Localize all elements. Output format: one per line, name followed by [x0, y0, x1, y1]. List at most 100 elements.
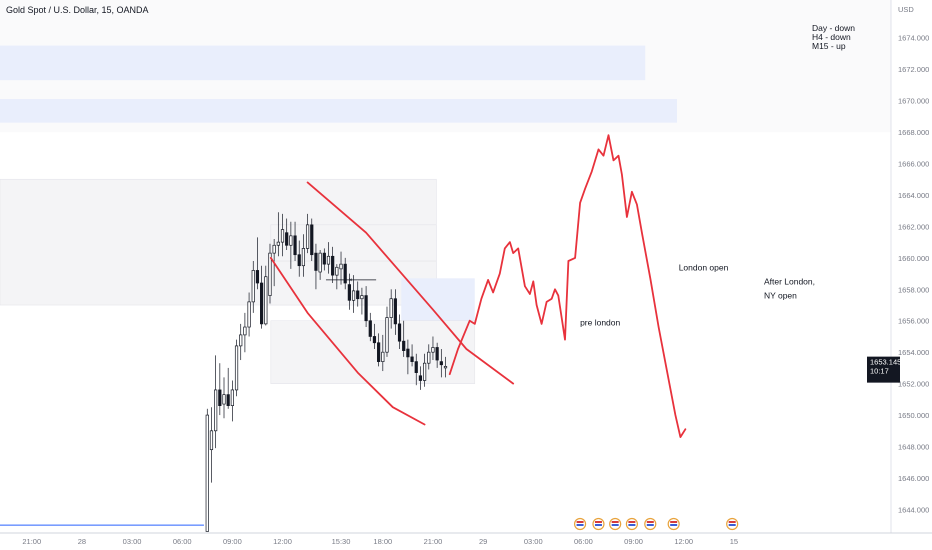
x-tick-12: 09:00 — [624, 537, 643, 546]
annotation-0: pre london — [580, 317, 620, 327]
candle-body-23 — [301, 248, 306, 267]
candle-body-18 — [280, 229, 285, 243]
y-tick-6: 1656.000 — [898, 317, 929, 326]
candle-body-46 — [397, 323, 402, 342]
level-marker-x: × — [349, 278, 353, 284]
x-tick-4: 09:00 — [223, 537, 242, 546]
y-tick-7: 1658.000 — [898, 285, 929, 294]
y-tick-12: 1668.000 — [898, 128, 929, 137]
y-tick-15: 1674.000 — [898, 34, 929, 43]
current-price-box — [867, 356, 900, 383]
candle-body-8 — [239, 334, 243, 347]
candle-body-32 — [339, 263, 343, 270]
candle-body-2 — [214, 389, 218, 432]
candle-body-52 — [423, 362, 427, 381]
y-tick-2: 1648.000 — [898, 443, 929, 452]
candle-body-12 — [255, 270, 260, 284]
candle-body-22 — [297, 254, 301, 267]
event-flag-stripe — [576, 524, 584, 526]
x-tick-14: 15 — [730, 537, 738, 546]
x-tick-1: 28 — [78, 537, 86, 546]
candle-body-33 — [343, 263, 347, 284]
candle-body-25 — [310, 224, 314, 256]
candle-body-14 — [264, 276, 268, 325]
candle-body-30 — [331, 255, 335, 276]
event-flag-stripe — [594, 521, 602, 523]
candle-body-35 — [351, 290, 356, 301]
x-tick-6: 15:30 — [332, 537, 351, 546]
candle-body-36 — [356, 290, 360, 300]
candle-body-55 — [435, 347, 439, 361]
candle-body-56 — [439, 361, 443, 366]
x-tick-13: 12:00 — [674, 537, 693, 546]
candle-body-27 — [318, 252, 322, 273]
y-tick-8: 1660.000 — [898, 254, 929, 263]
candle-body-37 — [360, 295, 364, 300]
event-flag-stripe — [670, 521, 678, 523]
x-tick-10: 03:00 — [524, 537, 543, 546]
candle-body-24 — [305, 224, 310, 249]
x-tick-0: 21:00 — [22, 537, 41, 546]
candle-body-20 — [289, 235, 293, 246]
x-tick-9: 29 — [479, 537, 487, 546]
candle-body-16 — [272, 244, 276, 254]
zone-1 — [0, 99, 678, 123]
x-tick-2: 03:00 — [123, 537, 142, 546]
event-flag-stripe — [594, 524, 602, 526]
symbol-title: Gold Spot / U.S. Dollar, 15, OANDA — [6, 5, 149, 15]
candle-body-4 — [222, 394, 226, 405]
y-tick-4: 1652.000 — [898, 380, 929, 389]
current-price-value: 1653.145 — [870, 358, 901, 367]
candle-body-3 — [218, 389, 222, 406]
candle-body-7 — [234, 345, 239, 391]
y-tick-9: 1662.000 — [898, 222, 929, 231]
candle-body-15 — [268, 252, 272, 296]
candle-body-13 — [260, 282, 264, 325]
y-tick-1: 1646.000 — [898, 474, 929, 483]
bias-note-m15: M15 - up — [812, 41, 846, 51]
event-flag-stripe — [646, 524, 654, 526]
candle-body-43 — [385, 317, 389, 353]
bar-countdown: 10:17 — [870, 367, 889, 376]
event-flag-stripe — [611, 524, 619, 526]
annotation-3: NY open — [764, 291, 797, 301]
x-tick-3: 06:00 — [173, 537, 192, 546]
y-tick-14: 1672.000 — [898, 65, 929, 74]
candle-body-17 — [276, 241, 280, 246]
y-tick-3: 1650.000 — [898, 411, 929, 420]
x-tick-8: 21:00 — [424, 537, 443, 546]
candle-body-21 — [293, 235, 297, 256]
y-tick-13: 1670.000 — [898, 97, 929, 106]
projection-path — [448, 134, 687, 439]
x-tick-5: 12:00 — [273, 537, 292, 546]
current-price-label: 1653.145 10:17 — [867, 356, 901, 383]
event-flag-stripe — [646, 521, 654, 523]
candle-body-41 — [377, 342, 381, 362]
event-flag-stripe — [670, 524, 678, 526]
candle-body-28 — [322, 252, 326, 265]
candle-body-31 — [335, 266, 339, 276]
candle-body-48 — [406, 348, 410, 358]
zone-6 — [270, 320, 476, 384]
bias-note-day: Day - down — [812, 23, 855, 33]
candle-body-49 — [410, 356, 414, 362]
candle-body-50 — [414, 361, 418, 373]
candle-body-10 — [247, 301, 251, 328]
candle-body-51 — [418, 375, 423, 381]
zone-5 — [401, 278, 475, 321]
candle-body-9 — [243, 326, 247, 336]
candle-body-26 — [314, 252, 318, 271]
candle-body-47 — [402, 340, 406, 351]
x-tick-11: 06:00 — [574, 537, 593, 546]
upper-trendline — [306, 181, 515, 385]
lower-trendline — [269, 256, 426, 426]
candle-body-38 — [364, 295, 368, 322]
event-flag-stripe — [576, 521, 584, 523]
candle-body-54 — [431, 347, 435, 353]
event-flag-stripe — [728, 524, 736, 526]
candle-body-6 — [230, 389, 234, 406]
candle-body-42 — [381, 351, 385, 362]
candle-body-29 — [326, 255, 331, 265]
